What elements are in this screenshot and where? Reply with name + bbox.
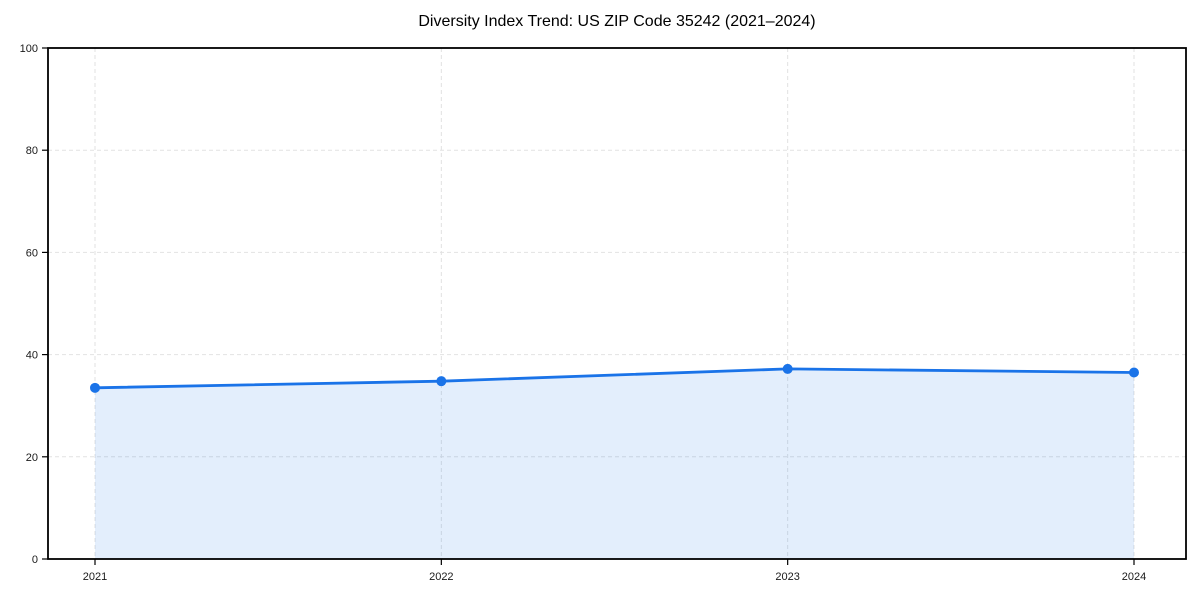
x-tick-label: 2024 — [1122, 571, 1146, 583]
axis-tick-marks — [42, 47, 1135, 565]
y-tick-label: 40 — [26, 350, 38, 362]
x-tick-labels: 2021 2022 2023 2024 — [83, 571, 1146, 583]
plot-border — [47, 47, 1187, 560]
vertical-gridlines — [94, 48, 1135, 559]
data-point-markers — [90, 363, 1139, 393]
y-tick-label: 80 — [26, 145, 38, 157]
x-tick-label: 2022 — [429, 571, 453, 583]
data-point-marker — [1129, 367, 1139, 378]
trend-line — [93, 367, 1136, 390]
area-fill-layer — [95, 368, 1134, 559]
x-tick-label: 2023 — [775, 571, 799, 583]
area-fill — [95, 368, 1134, 559]
y-tick-label: 100 — [20, 43, 38, 55]
data-point-marker — [90, 382, 100, 393]
plot-border-layer — [47, 47, 1187, 560]
x-tick-label: 2021 — [83, 571, 107, 583]
y-tick-label: 60 — [26, 247, 38, 259]
trend-line-layer — [93, 367, 1136, 390]
y-tick-label: 0 — [32, 554, 38, 566]
y-tick-label: 20 — [26, 452, 38, 464]
chart-title: Diversity Index Trend: US ZIP Code 35242… — [418, 13, 816, 30]
data-point-marker — [782, 363, 793, 374]
y-tick-labels: 0 20 40 60 80 100 — [20, 43, 38, 566]
data-point-marker — [436, 376, 447, 387]
